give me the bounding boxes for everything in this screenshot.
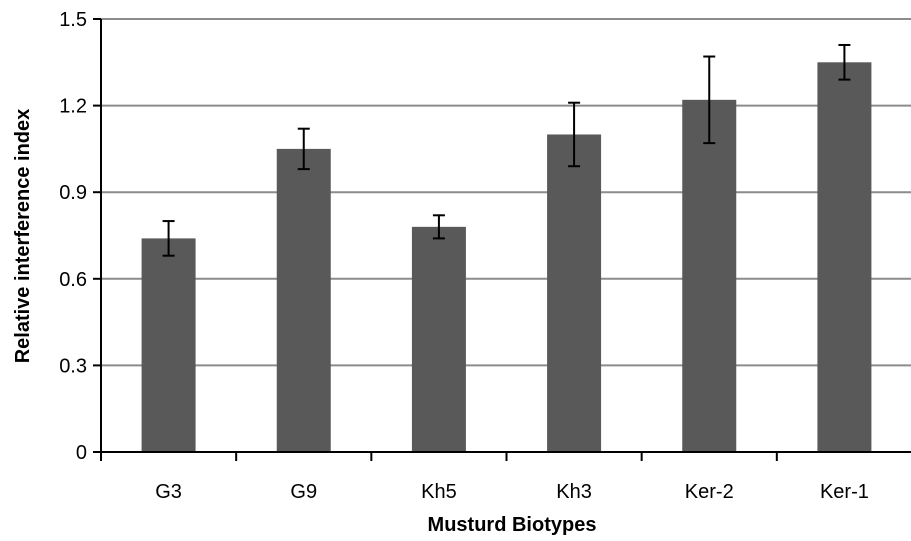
x-tick-label: Ker-1 [820, 481, 869, 503]
x-tick-labels: G3 G9 Kh5 Kh3 Ker-2 Ker-1 [155, 481, 869, 503]
x-tick-label: G3 [155, 481, 182, 503]
error-bar [703, 55, 716, 145]
y-tick-label: 1.5 [59, 9, 87, 31]
axes [93, 18, 911, 461]
error-bar [568, 101, 581, 168]
bar [411, 226, 466, 452]
y-tick-label: 0.9 [59, 182, 87, 204]
x-axis-title: Musturd Biotypes [428, 514, 597, 536]
error-bars [162, 43, 851, 257]
y-tick-label: 0.3 [59, 355, 87, 377]
bar [141, 238, 196, 452]
x-tick-label: Ker-2 [685, 481, 734, 503]
error-bar [162, 220, 175, 257]
error-bar [297, 127, 310, 171]
gridlines [101, 18, 911, 367]
bar [276, 148, 331, 452]
y-axis-title: Relative interference index [12, 109, 34, 364]
x-tick-label: G9 [290, 481, 317, 503]
y-tick-label: 0 [76, 442, 87, 464]
error-bar [838, 43, 851, 81]
x-tick-label: Kh5 [421, 481, 457, 503]
x-tick-label: Kh3 [556, 481, 592, 503]
y-tick-label: 0.6 [59, 269, 87, 291]
bar [547, 134, 602, 452]
y-tick-labels: 0 0.3 0.6 0.9 1.2 1.5 [59, 9, 87, 464]
bars [141, 62, 872, 453]
y-tick-label: 1.2 [59, 96, 87, 118]
bar [682, 99, 737, 453]
bar [817, 62, 872, 453]
error-bar [432, 214, 445, 240]
